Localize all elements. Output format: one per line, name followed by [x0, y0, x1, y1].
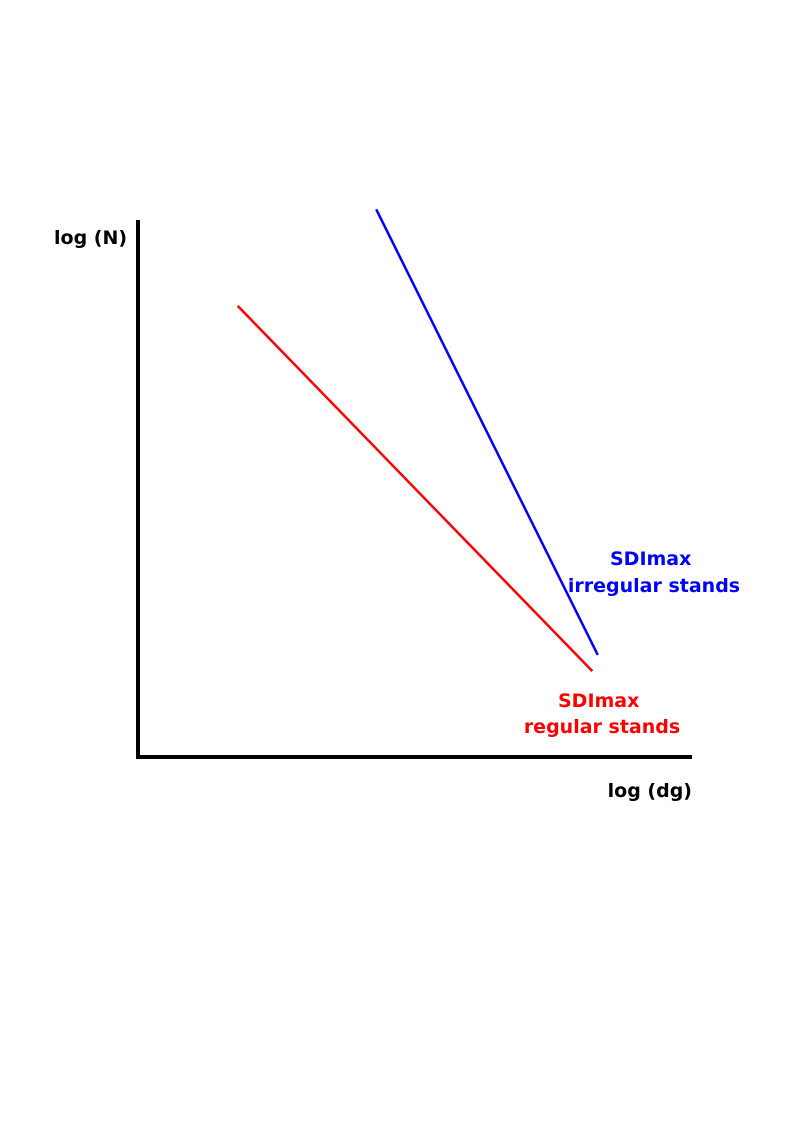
series-layer — [236, 208, 599, 672]
plot-area — [136, 208, 692, 759]
series-label-regular: SDImax regular stands — [524, 690, 680, 738]
series-line-irregular — [375, 208, 599, 656]
series-line-regular — [236, 305, 594, 672]
series-label-regular-line-2: regular stands — [524, 716, 680, 738]
series-label-irregular: SDImax irregular stands — [568, 548, 740, 597]
x-axis-label: log (dg) — [608, 780, 692, 802]
series-label-irregular-line-2: irregular stands — [568, 575, 740, 597]
y-axis-label: log (N) — [54, 227, 127, 249]
series-label-irregular-line-1: SDImax — [610, 548, 691, 570]
series-label-regular-line-1: SDImax — [558, 690, 639, 712]
